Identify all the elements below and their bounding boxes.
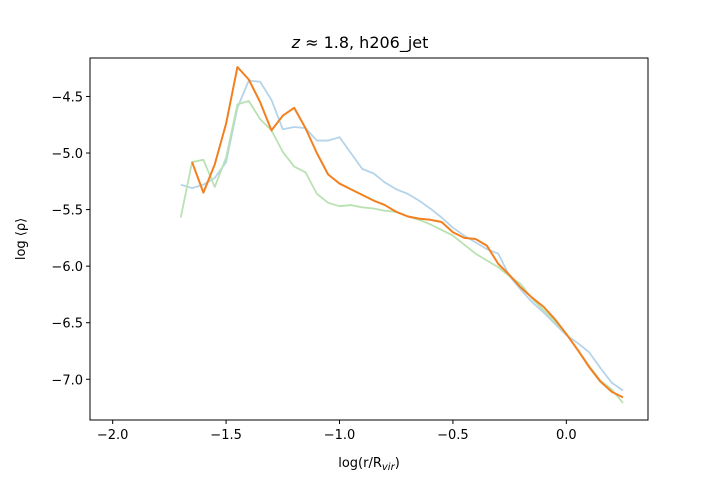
- x-tick-label: −1.0: [324, 428, 356, 443]
- y-axis-ticks: −4.5 −5.0 −5.5 −6.0 −6.5 −7.0: [51, 90, 90, 388]
- y-tick-label: −6.0: [51, 260, 83, 275]
- y-tick-label: −7.0: [51, 373, 83, 388]
- y-tick-label: −5.5: [51, 204, 83, 219]
- x-tick-label: 0.0: [556, 428, 577, 443]
- chart-title: z ≈ 1.8, h206_jet: [291, 33, 429, 53]
- series-layer: [179, 66, 624, 404]
- chart-title-var: z: [291, 33, 301, 52]
- x-tick-label: −0.5: [437, 428, 469, 443]
- plot-frame: [89, 57, 649, 421]
- chart-title-rest: ≈ 1.8, h206_jet: [300, 33, 428, 53]
- x-tick-label: −2.0: [97, 428, 129, 443]
- x-axis-title: log(r/Rvir): [338, 456, 400, 473]
- y-axis-title: log ⟨ρ⟩: [14, 218, 29, 260]
- y-tick-label: −4.5: [51, 90, 83, 105]
- series-line-3: [191, 66, 624, 399]
- x-axis-title-main: log(r/R: [338, 456, 382, 471]
- y-tick-label: −5.0: [51, 147, 83, 162]
- x-axis-title-end: ): [395, 456, 400, 471]
- y-tick-label: −6.5: [51, 317, 83, 332]
- x-axis-ticks: −2.0 −1.5 −1.0 −0.5 0.0: [97, 420, 577, 443]
- x-tick-label: −1.5: [210, 428, 242, 443]
- series-line-1: [180, 79, 624, 392]
- x-axis-title-sub: vir: [382, 462, 396, 473]
